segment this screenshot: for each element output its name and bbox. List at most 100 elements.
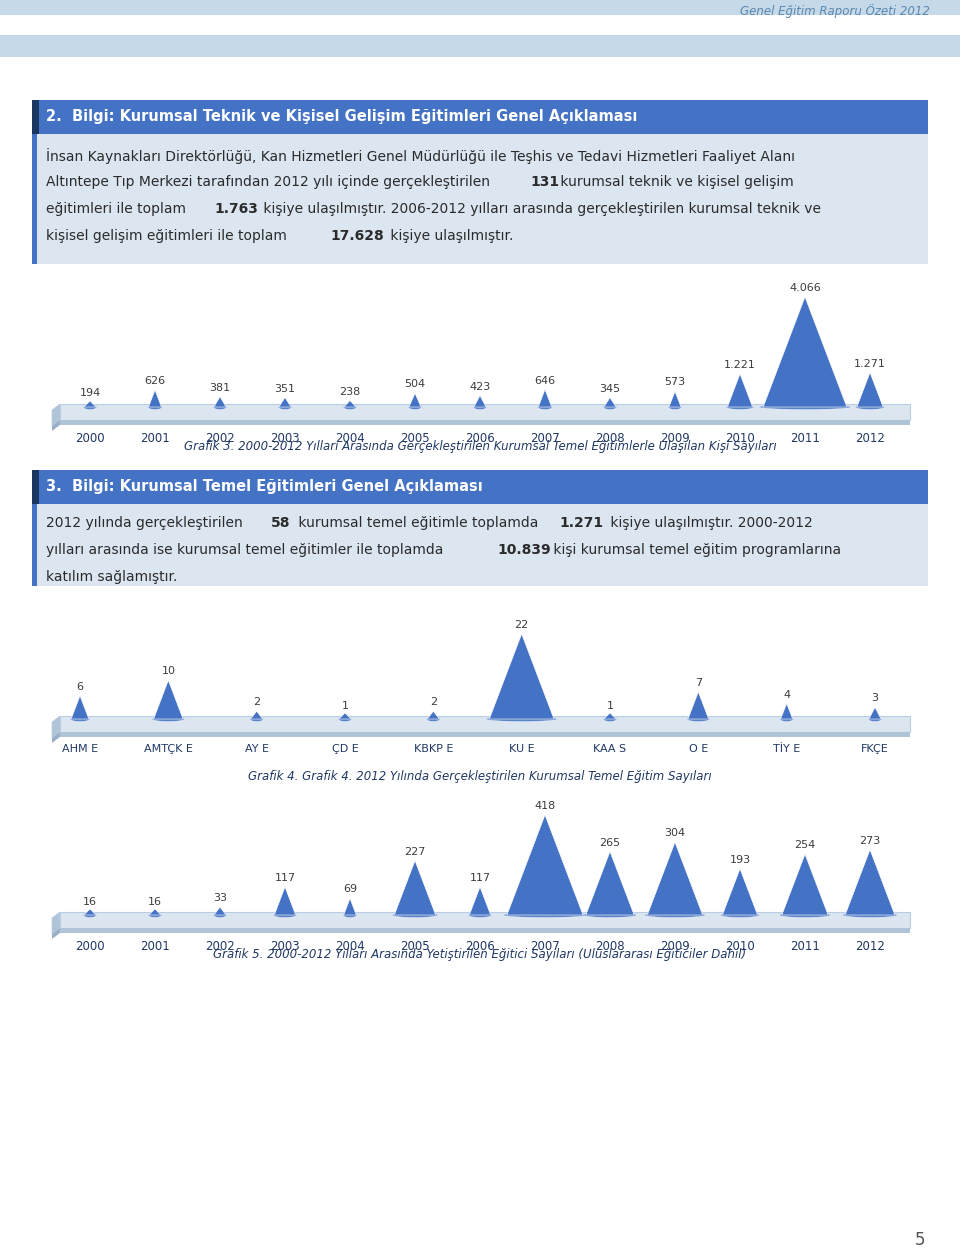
Polygon shape bbox=[154, 680, 183, 719]
Polygon shape bbox=[469, 887, 491, 915]
Text: 2002: 2002 bbox=[205, 432, 235, 445]
Text: 3: 3 bbox=[872, 693, 878, 703]
Ellipse shape bbox=[274, 912, 297, 917]
Text: AY E: AY E bbox=[245, 743, 269, 753]
Ellipse shape bbox=[668, 404, 682, 410]
FancyBboxPatch shape bbox=[32, 134, 37, 265]
Text: 2000: 2000 bbox=[75, 940, 105, 953]
Ellipse shape bbox=[84, 912, 97, 917]
Ellipse shape bbox=[486, 717, 557, 722]
Ellipse shape bbox=[604, 717, 616, 722]
Text: Grafik 5. 2000-2012 Yılları Arasında Yetiştirilen Eğitici Sayıları (Uluslararası: Grafik 5. 2000-2012 Yılları Arasında Yet… bbox=[213, 948, 747, 961]
Text: 2011: 2011 bbox=[790, 940, 820, 953]
Text: 381: 381 bbox=[209, 383, 230, 393]
Polygon shape bbox=[52, 420, 60, 431]
Ellipse shape bbox=[843, 912, 898, 917]
Text: 2: 2 bbox=[430, 697, 437, 707]
Ellipse shape bbox=[153, 717, 184, 722]
Text: AHM E: AHM E bbox=[62, 743, 98, 753]
Text: 304: 304 bbox=[664, 828, 685, 838]
FancyBboxPatch shape bbox=[32, 504, 928, 586]
Text: 193: 193 bbox=[730, 854, 751, 864]
Ellipse shape bbox=[473, 404, 487, 410]
Polygon shape bbox=[723, 869, 757, 915]
Text: 646: 646 bbox=[535, 375, 556, 386]
FancyBboxPatch shape bbox=[32, 470, 39, 504]
Ellipse shape bbox=[213, 404, 227, 410]
FancyBboxPatch shape bbox=[60, 732, 910, 737]
Ellipse shape bbox=[644, 912, 706, 917]
Text: İnsan Kaynakları Direktörlüğü, Kan Hizmetleri Genel Müdürlüğü ile Teşhis ve Teda: İnsan Kaynakları Direktörlüğü, Kan Hizme… bbox=[46, 147, 795, 164]
Polygon shape bbox=[490, 634, 554, 719]
Ellipse shape bbox=[584, 912, 636, 917]
Polygon shape bbox=[539, 389, 552, 407]
Polygon shape bbox=[149, 391, 161, 407]
Text: TİY E: TİY E bbox=[773, 743, 801, 753]
Text: 2001: 2001 bbox=[140, 940, 170, 953]
Text: 3.  Bilgi: Kurumsal Temel Eğitimleri Genel Açıklaması: 3. Bilgi: Kurumsal Temel Eğitimleri Gene… bbox=[46, 480, 483, 494]
Text: eğitimleri ile toplam: eğitimleri ile toplam bbox=[46, 202, 190, 215]
Ellipse shape bbox=[503, 912, 587, 917]
Text: KU E: KU E bbox=[509, 743, 535, 753]
Ellipse shape bbox=[343, 912, 357, 917]
Text: 2010: 2010 bbox=[725, 432, 755, 445]
Polygon shape bbox=[251, 712, 263, 719]
Polygon shape bbox=[688, 692, 708, 719]
Text: 1: 1 bbox=[342, 701, 348, 711]
Text: 2009: 2009 bbox=[660, 432, 690, 445]
Text: Genel Eğitim Raporu Özeti 2012: Genel Eğitim Raporu Özeti 2012 bbox=[740, 4, 930, 18]
FancyBboxPatch shape bbox=[60, 404, 910, 420]
Text: Grafik 4. Grafik 4. 2012 Yılında Gerçekleştirilen Kurumsal Temel Eğitim Sayıları: Grafik 4. Grafik 4. 2012 Yılında Gerçekl… bbox=[249, 770, 711, 782]
Polygon shape bbox=[52, 732, 60, 743]
Text: 6: 6 bbox=[77, 682, 84, 692]
Polygon shape bbox=[344, 401, 356, 407]
Ellipse shape bbox=[213, 912, 227, 917]
Text: kişiye ulaşılmıştır. 2006-2012 yılları arasında gerçekleştirilen kurumsal teknik: kişiye ulaşılmıştır. 2006-2012 yılları a… bbox=[259, 202, 821, 215]
Text: 69: 69 bbox=[343, 885, 357, 895]
Text: kişi kurumsal temel eğitim programlarına: kişi kurumsal temel eğitim programlarına bbox=[549, 543, 841, 557]
Text: 2001: 2001 bbox=[140, 432, 170, 445]
Ellipse shape bbox=[726, 404, 754, 410]
Polygon shape bbox=[52, 404, 60, 426]
Text: 2008: 2008 bbox=[595, 940, 625, 953]
Ellipse shape bbox=[149, 912, 161, 917]
Polygon shape bbox=[279, 397, 291, 407]
Text: 254: 254 bbox=[794, 840, 816, 851]
Text: 2000: 2000 bbox=[75, 432, 105, 445]
Text: 2007: 2007 bbox=[530, 940, 560, 953]
Polygon shape bbox=[339, 713, 351, 719]
Text: 1.221: 1.221 bbox=[724, 360, 756, 370]
Text: 10.839: 10.839 bbox=[497, 543, 551, 557]
FancyBboxPatch shape bbox=[32, 134, 928, 265]
Text: 504: 504 bbox=[404, 379, 425, 389]
Polygon shape bbox=[52, 929, 60, 939]
Text: 2012: 2012 bbox=[855, 432, 885, 445]
Text: 265: 265 bbox=[599, 838, 620, 848]
Text: AMTÇK E: AMTÇK E bbox=[144, 743, 193, 753]
Text: 7: 7 bbox=[695, 678, 702, 688]
Text: 2007: 2007 bbox=[530, 432, 560, 445]
Ellipse shape bbox=[84, 404, 97, 410]
FancyBboxPatch shape bbox=[60, 420, 910, 425]
Text: 58: 58 bbox=[271, 517, 291, 530]
Ellipse shape bbox=[604, 404, 616, 410]
Text: kişisel gelişim eğitimleri ile toplam: kişisel gelişim eğitimleri ile toplam bbox=[46, 229, 291, 243]
Text: 33: 33 bbox=[213, 893, 227, 903]
Text: kurumsal teknik ve kişisel gelişim: kurumsal teknik ve kişisel gelişim bbox=[556, 175, 794, 189]
Text: 2004: 2004 bbox=[335, 432, 365, 445]
Polygon shape bbox=[604, 398, 616, 407]
Text: 2003: 2003 bbox=[270, 940, 300, 953]
Polygon shape bbox=[409, 393, 421, 407]
Text: katılım sağlamıştır.: katılım sağlamıştır. bbox=[46, 570, 178, 583]
Polygon shape bbox=[214, 397, 226, 407]
Ellipse shape bbox=[278, 404, 292, 410]
Polygon shape bbox=[344, 898, 356, 915]
Ellipse shape bbox=[869, 717, 881, 722]
Ellipse shape bbox=[344, 404, 356, 410]
Text: 1: 1 bbox=[607, 701, 613, 711]
Text: 117: 117 bbox=[469, 873, 491, 883]
Text: 2.  Bilgi: Kurumsal Teknik ve Kişisel Gelişim Eğitimleri Genel Açıklaması: 2. Bilgi: Kurumsal Teknik ve Kişisel Gel… bbox=[46, 110, 637, 125]
Text: 17.628: 17.628 bbox=[330, 229, 384, 243]
Text: 2003: 2003 bbox=[270, 432, 300, 445]
Text: 16: 16 bbox=[148, 897, 162, 907]
